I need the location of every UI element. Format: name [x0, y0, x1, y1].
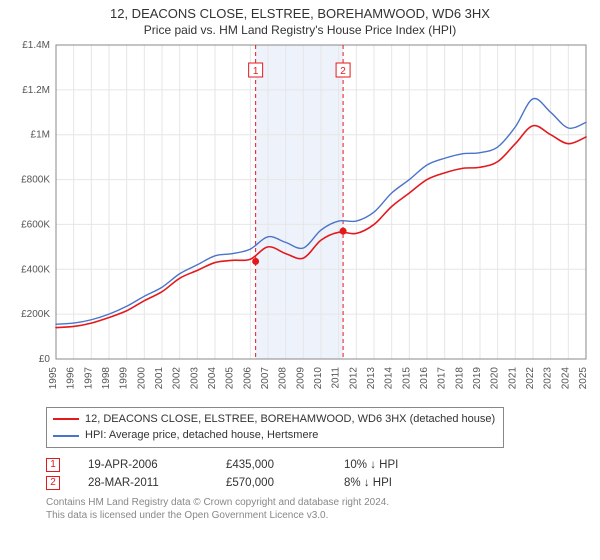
- footer-attribution: Contains HM Land Registry data © Crown c…: [46, 496, 590, 522]
- svg-text:£800K: £800K: [21, 174, 50, 185]
- transaction-diff: 8% ↓ HPI: [344, 477, 454, 489]
- legend-item: HPI: Average price, detached house, Hert…: [53, 427, 495, 444]
- legend-swatch: [53, 418, 79, 420]
- transaction-badge: 2: [46, 476, 60, 490]
- svg-text:2012: 2012: [348, 366, 359, 389]
- transaction-row: 1 19-APR-2006 £435,000 10% ↓ HPI: [46, 458, 590, 472]
- legend-label: 12, DEACONS CLOSE, ELSTREE, BOREHAMWOOD,…: [85, 411, 495, 428]
- svg-text:£1.4M: £1.4M: [22, 41, 50, 51]
- footer-line: Contains HM Land Registry data © Crown c…: [46, 496, 590, 509]
- svg-text:1995: 1995: [48, 366, 59, 389]
- svg-text:£1.2M: £1.2M: [22, 85, 50, 96]
- svg-text:2013: 2013: [366, 366, 377, 389]
- svg-text:2024: 2024: [560, 366, 571, 389]
- svg-text:2010: 2010: [313, 366, 324, 389]
- svg-text:1997: 1997: [83, 366, 94, 389]
- svg-text:2009: 2009: [295, 366, 306, 389]
- legend-label: HPI: Average price, detached house, Hert…: [85, 427, 318, 444]
- svg-text:1999: 1999: [119, 366, 130, 389]
- svg-text:2003: 2003: [189, 366, 200, 389]
- svg-text:2017: 2017: [437, 366, 448, 389]
- transaction-date: 28-MAR-2011: [88, 477, 198, 489]
- transactions-table: 1 19-APR-2006 £435,000 10% ↓ HPI 2 28-MAR-201…: [46, 458, 590, 490]
- chart-title: 12, DEACONS CLOSE, ELSTREE, BOREHAMWOOD,…: [10, 6, 590, 23]
- legend-item: 12, DEACONS CLOSE, ELSTREE, BOREHAMWOOD,…: [53, 411, 495, 428]
- svg-text:2006: 2006: [242, 366, 253, 389]
- svg-text:2019: 2019: [472, 366, 483, 389]
- svg-text:2001: 2001: [154, 366, 165, 389]
- svg-text:2005: 2005: [225, 366, 236, 389]
- svg-text:2014: 2014: [384, 366, 395, 389]
- transaction-date: 19-APR-2006: [88, 459, 198, 471]
- svg-text:£0: £0: [39, 354, 51, 365]
- svg-text:2022: 2022: [525, 366, 536, 389]
- transaction-price: £435,000: [226, 459, 316, 471]
- chart-subtitle: Price paid vs. HM Land Registry's House …: [10, 23, 590, 37]
- svg-text:£200K: £200K: [21, 309, 50, 320]
- svg-text:£600K: £600K: [21, 219, 50, 230]
- transaction-price: £570,000: [226, 477, 316, 489]
- svg-text:2000: 2000: [136, 366, 147, 389]
- legend-swatch: [53, 435, 79, 437]
- svg-text:2011: 2011: [331, 366, 342, 388]
- footer-line: This data is licensed under the Open Gov…: [46, 509, 590, 522]
- price-chart: £0 £200K £400K £600K £800K £1M £1.2M £1.4M 1995 1…: [10, 41, 590, 401]
- transaction-row: 2 28-MAR-2011 £570,000 8% ↓ HPI: [46, 476, 590, 490]
- svg-text:2020: 2020: [490, 366, 501, 389]
- svg-text:2015: 2015: [401, 366, 412, 389]
- svg-text:2: 2: [340, 66, 346, 77]
- transaction-badge: 1: [46, 458, 60, 472]
- svg-text:2007: 2007: [260, 366, 271, 389]
- svg-text:2016: 2016: [419, 366, 430, 389]
- svg-text:2023: 2023: [543, 366, 554, 389]
- svg-text:2021: 2021: [507, 366, 518, 389]
- svg-text:1998: 1998: [101, 366, 112, 389]
- svg-text:2004: 2004: [207, 366, 218, 389]
- svg-text:2008: 2008: [278, 366, 289, 389]
- svg-text:2002: 2002: [172, 366, 183, 389]
- svg-text:1996: 1996: [66, 366, 77, 389]
- svg-text:2025: 2025: [578, 366, 589, 389]
- svg-text:£1M: £1M: [31, 130, 50, 141]
- svg-text:2018: 2018: [454, 366, 465, 389]
- transaction-diff: 10% ↓ HPI: [344, 459, 454, 471]
- legend-box: 12, DEACONS CLOSE, ELSTREE, BOREHAMWOOD,…: [46, 407, 504, 448]
- svg-text:1: 1: [253, 66, 259, 77]
- svg-text:£400K: £400K: [21, 264, 50, 275]
